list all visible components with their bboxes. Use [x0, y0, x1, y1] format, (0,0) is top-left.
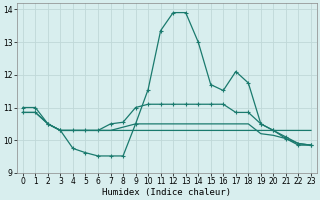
X-axis label: Humidex (Indice chaleur): Humidex (Indice chaleur): [102, 188, 231, 197]
